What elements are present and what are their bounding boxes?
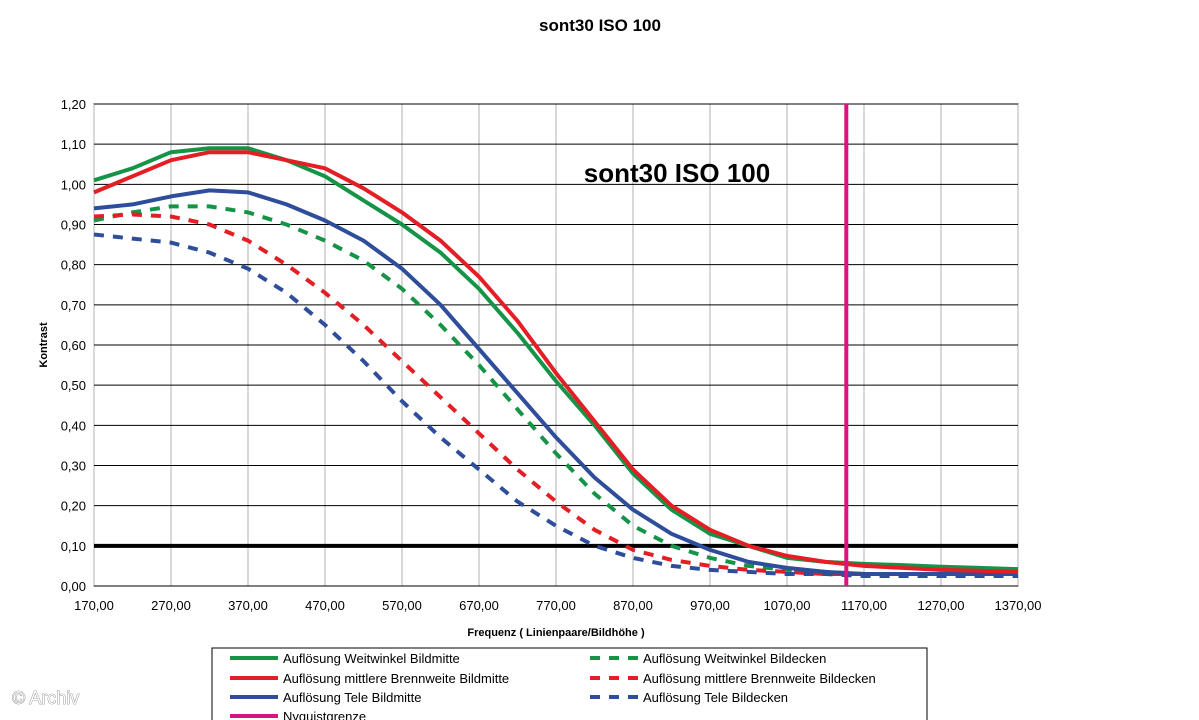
- y-tick-label: 0,10: [61, 539, 86, 554]
- x-tick-label: 270,00: [151, 598, 191, 613]
- series-line-5: [93, 212, 1018, 576]
- y-axis-title: Kontrast: [38, 322, 50, 368]
- y-tick-label: 1,00: [61, 177, 86, 192]
- legend-label: Auflösung mittlere Brennweite Bildmitte: [283, 671, 509, 686]
- y-tick-label: 0,60: [61, 338, 86, 353]
- legend-label: Auflösung Weitwinkel Bildmitte: [283, 651, 460, 666]
- gridlines: [93, 103, 1019, 587]
- x-tick-label: 670,00: [459, 598, 499, 613]
- y-tick-label: 0,00: [61, 579, 86, 594]
- legend-box: [211, 647, 928, 720]
- x-tick-label: 1270,00: [918, 598, 965, 613]
- chart-annotation: sont30 ISO 100: [584, 158, 770, 188]
- y-tick-label: 0,50: [61, 378, 86, 393]
- x-tick-label: 770,00: [536, 598, 576, 613]
- y-tick-label: 0,70: [61, 298, 86, 313]
- legend-label: Auflösung mittlere Brennweite Bildecken: [643, 671, 876, 686]
- x-axis-title: Frequenz ( Linienpaare/Bildhöhe ): [467, 627, 645, 639]
- legend-label: Nyquistgrenze: [283, 709, 366, 720]
- legend: Auflösung Weitwinkel Bildmitte Auflösung …: [211, 647, 928, 720]
- y-tick-label: 1,20: [61, 97, 86, 112]
- series-line-1: [93, 150, 1019, 574]
- chart-title: sont30 ISO 100: [539, 16, 661, 35]
- x-tick-label: 170,00: [74, 598, 114, 613]
- y-tick-label: 0,30: [61, 459, 86, 474]
- x-tick-label: 1370,00: [995, 598, 1042, 613]
- x-tick-label: 370,00: [228, 598, 268, 613]
- legend-label: Auflösung Weitwinkel Bildecken: [643, 651, 826, 666]
- series-lines: [93, 104, 1019, 586]
- series-line-2: [93, 188, 1018, 576]
- credit-watermark: © Archiv: [12, 688, 79, 708]
- legend-label: Auflösung Tele Bildecken: [643, 690, 788, 705]
- x-tick-label: 1170,00: [841, 598, 887, 613]
- y-tick-label: 0,80: [61, 258, 86, 273]
- x-tick-label: 570,00: [382, 598, 422, 613]
- x-tick-label: 470,00: [305, 598, 345, 613]
- y-tick-label: 0,90: [61, 218, 86, 233]
- x-tick-label: 1070,00: [764, 598, 811, 613]
- y-tick-label: 0,20: [61, 499, 86, 514]
- x-tick-label: 870,00: [613, 598, 653, 613]
- y-tick-label: 1,10: [61, 137, 86, 152]
- legend-label: Auflösung Tele Bildmitte: [283, 690, 422, 705]
- x-tick-label: 970,00: [690, 598, 730, 613]
- tick-labels: 170,00 270,00 370,00 470,00 570,00 670,00 770,…: [61, 97, 1042, 613]
- y-tick-label: 0,40: [61, 418, 86, 433]
